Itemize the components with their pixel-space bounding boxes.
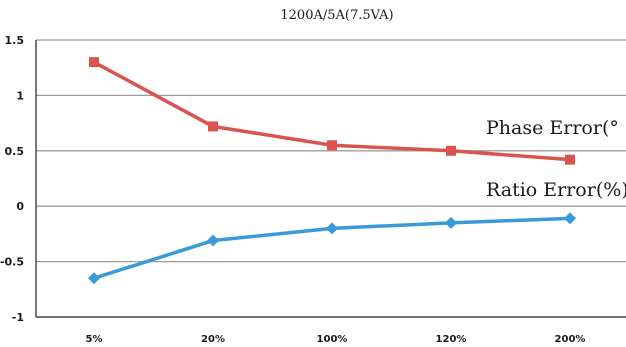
data-point-phase-error bbox=[208, 121, 218, 132]
data-point-ratio-error bbox=[207, 234, 219, 247]
y-tick-label: -0.5 bbox=[0, 256, 24, 269]
series-label-ratio-error: Ratio Error(%) bbox=[486, 179, 626, 201]
y-tick-label: 1.5 bbox=[5, 34, 25, 47]
data-point-ratio-error bbox=[326, 222, 338, 235]
y-tick-label: -1 bbox=[12, 311, 24, 324]
data-point-phase-error bbox=[446, 145, 456, 156]
series-group bbox=[88, 57, 576, 285]
x-axis-ticks: 5% 20% 100% 120% 200% bbox=[86, 334, 586, 345]
data-point-phase-error bbox=[565, 154, 575, 165]
axes bbox=[35, 40, 626, 318]
x-tick-label: 200% bbox=[555, 334, 586, 345]
y-tick-label: 0.5 bbox=[5, 145, 25, 158]
x-tick-label: 120% bbox=[436, 334, 467, 345]
series-label-phase-error: Phase Error(° bbox=[486, 117, 619, 139]
y-axis-ticks: 1.5 1 0.5 0 -0.5 -1 bbox=[0, 34, 24, 324]
x-tick-label: 5% bbox=[86, 334, 103, 345]
data-point-ratio-error bbox=[445, 216, 457, 229]
data-point-phase-error bbox=[89, 57, 99, 68]
data-point-ratio-error bbox=[564, 212, 576, 225]
x-tick-label: 100% bbox=[317, 334, 348, 345]
data-point-phase-error bbox=[327, 140, 337, 151]
chart-title: 1200A/5A(7.5VA) bbox=[280, 8, 393, 23]
y-tick-label: 1 bbox=[16, 89, 24, 102]
data-point-ratio-error bbox=[88, 272, 100, 285]
y-tick-label: 0 bbox=[16, 200, 24, 213]
x-tick-label: 20% bbox=[201, 334, 225, 345]
